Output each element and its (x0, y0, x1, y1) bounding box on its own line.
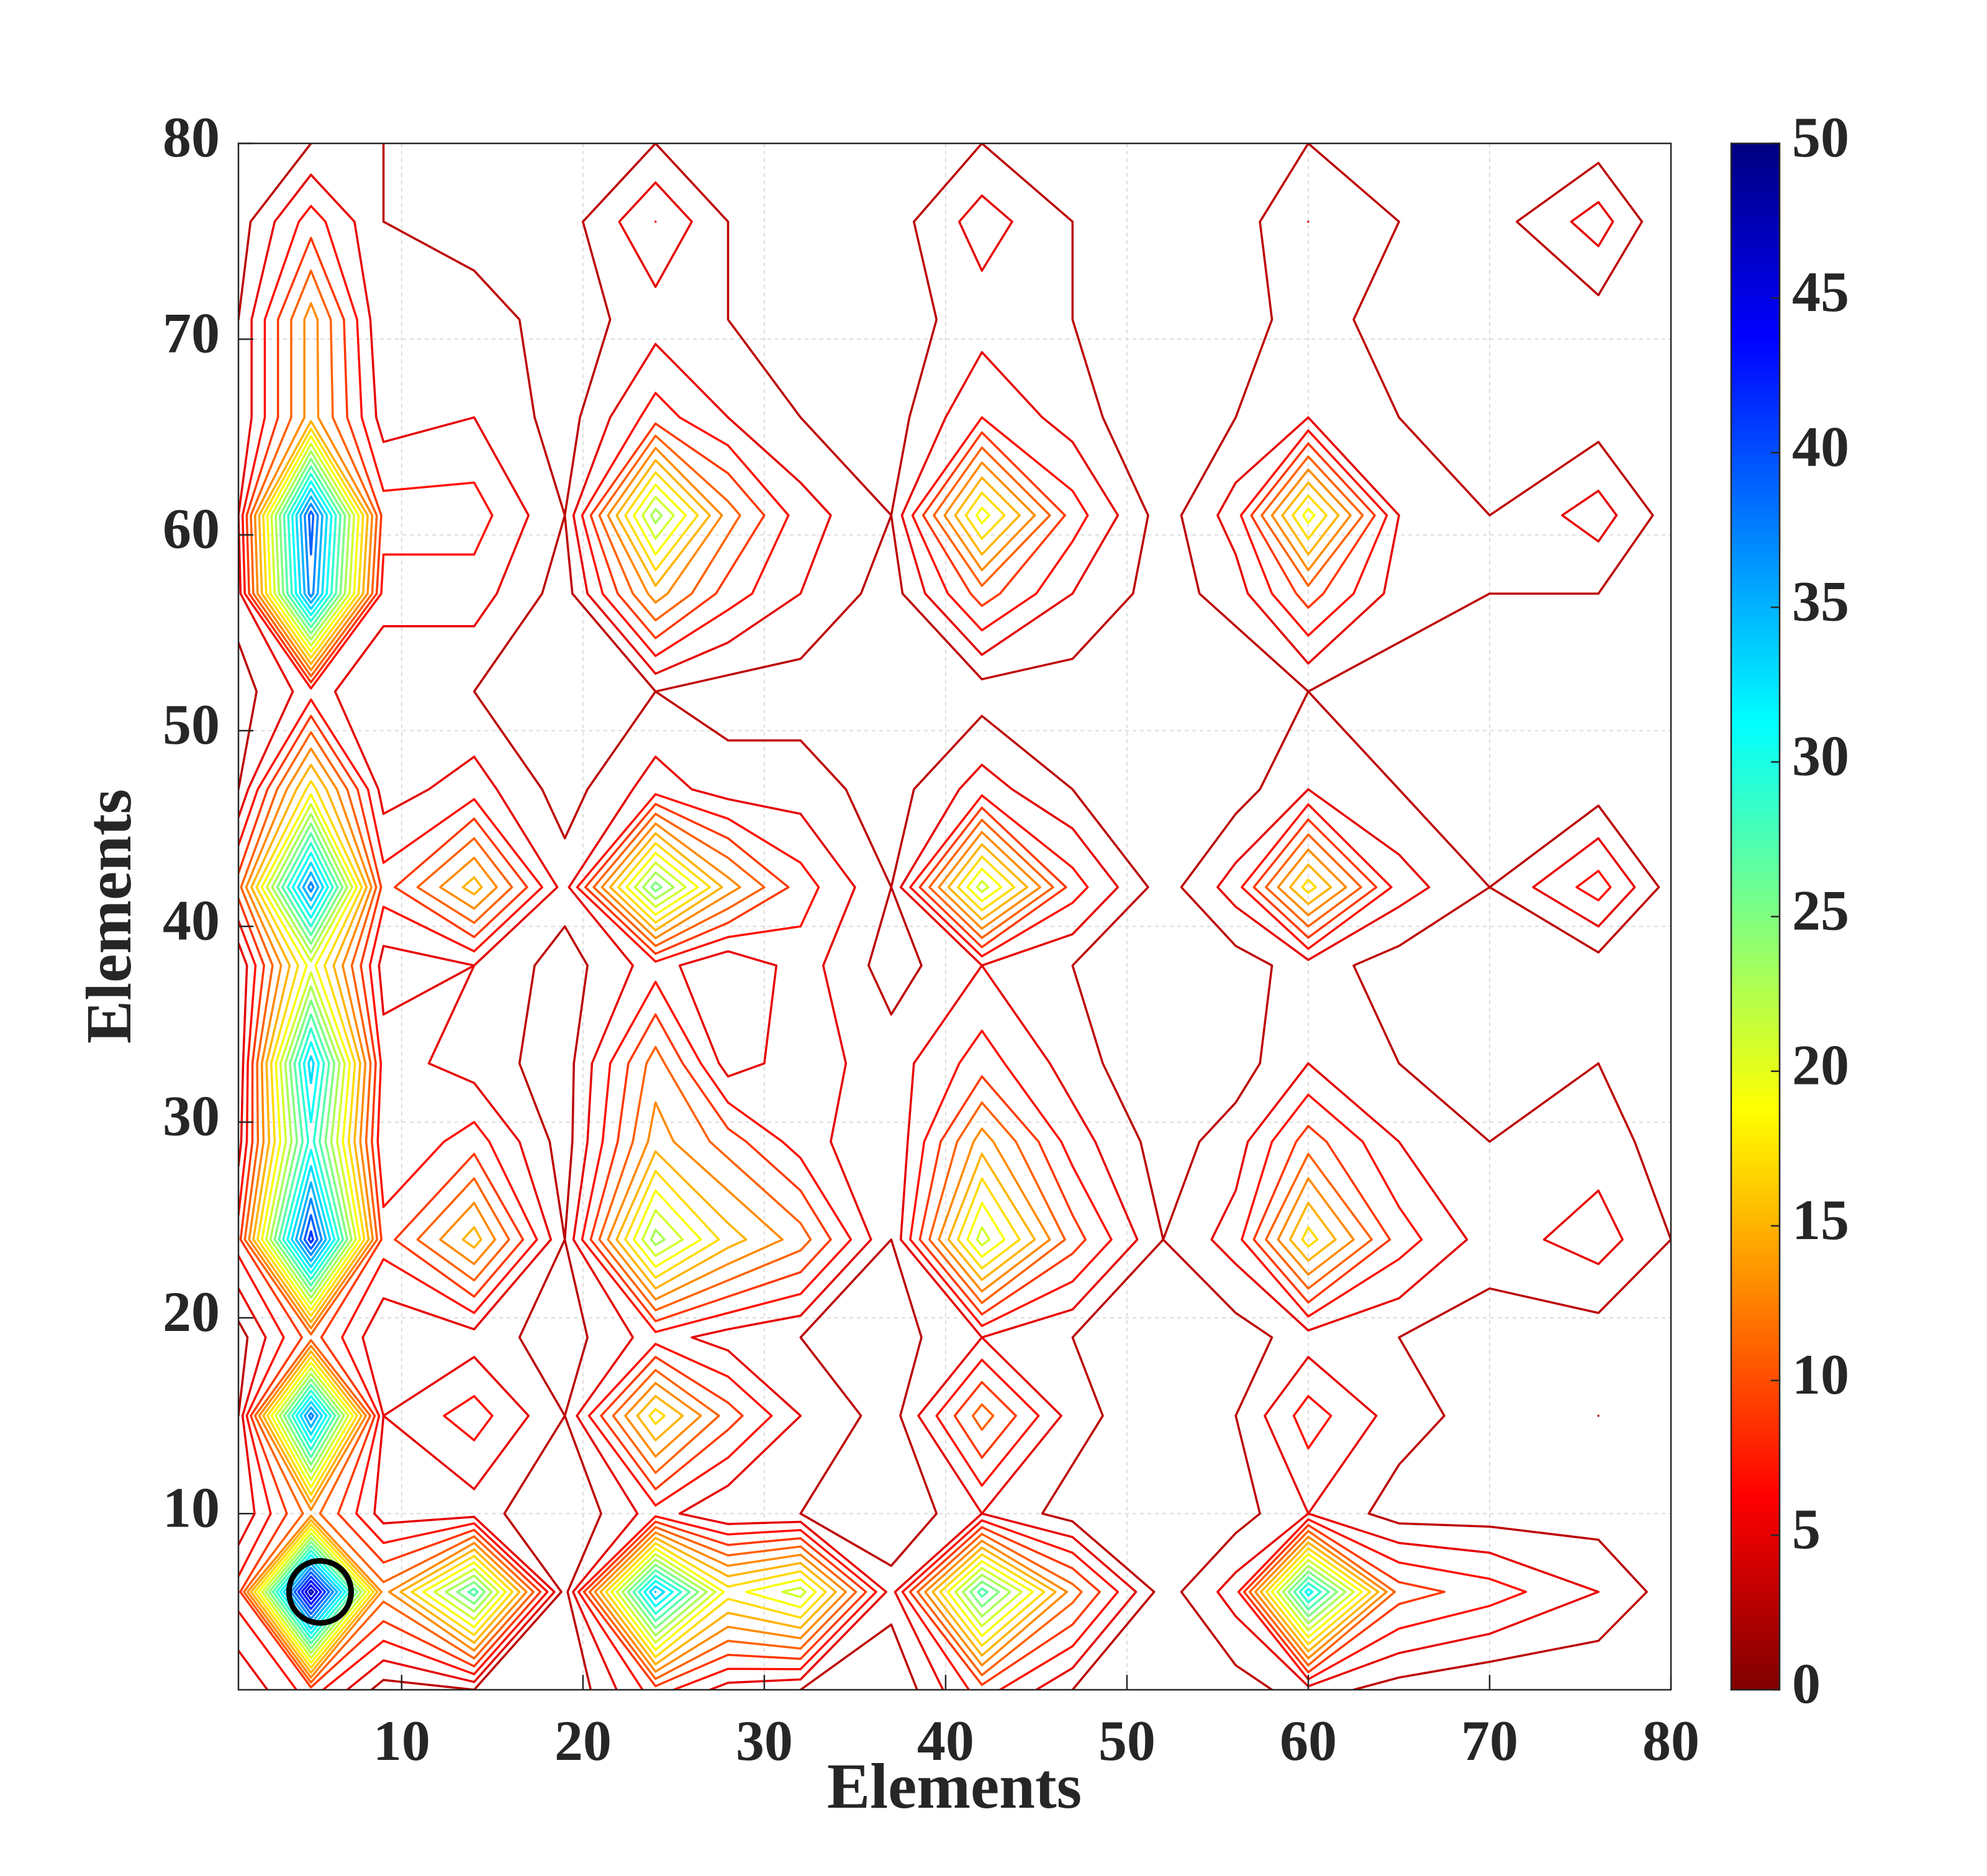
contour-line (275, 472, 1322, 1639)
x-tick-label: 20 (554, 1709, 612, 1772)
y-tick-label: 40 (163, 888, 220, 952)
contour-line (238, 143, 1671, 1690)
contour-line (271, 465, 1330, 1644)
colorbar-tick-label: 20 (1792, 1034, 1849, 1097)
x-tick-label: 30 (736, 1709, 793, 1772)
y-tick-label: 30 (163, 1085, 220, 1148)
x-tick-label: 40 (917, 1709, 974, 1772)
contour-line (253, 427, 1372, 1669)
plot-frame (237, 142, 1672, 1691)
x-tick-label: 80 (1642, 1709, 1700, 1772)
contour-line (250, 420, 1380, 1674)
colorbar-tick-label: 0 (1792, 1652, 1821, 1715)
contour-line (279, 480, 1314, 1635)
x-tick-label: 10 (373, 1709, 430, 1772)
highlight-marker (286, 1558, 354, 1626)
colorbar-tick-label: 10 (1792, 1343, 1849, 1406)
contour-line (238, 205, 1612, 1690)
colorbar-tick-label: 5 (1792, 1497, 1821, 1561)
colorbar-tick-label: 35 (1792, 569, 1849, 633)
colorbar-tick-label: 50 (1792, 106, 1849, 169)
contour-lines (238, 143, 1671, 1690)
contour-line (238, 173, 1636, 1690)
contour-line (265, 450, 1347, 1654)
colorbar-tick-label: 40 (1792, 415, 1849, 478)
contour-line (304, 1584, 319, 1600)
contour-line (261, 443, 1355, 1659)
contour-line (268, 458, 1339, 1649)
contour-line (257, 435, 1363, 1664)
colorbar-tick-label: 45 (1792, 260, 1849, 323)
x-tick-label: 50 (1098, 1709, 1156, 1772)
y-tick-label: 10 (163, 1476, 220, 1539)
y-axis-label: Elements (73, 789, 145, 1044)
contour-line (308, 1589, 314, 1596)
contour-line (286, 495, 657, 1625)
contour-line (238, 237, 1446, 1689)
contour-line (297, 1230, 327, 1610)
contour-line (293, 510, 330, 1615)
contour-line (240, 269, 1396, 1684)
colorbar-tick-label: 25 (1792, 879, 1849, 942)
x-tick-label: 60 (1280, 1709, 1337, 1772)
y-tick-label: 70 (163, 301, 220, 364)
y-tick-label: 50 (163, 693, 220, 756)
contour-line (245, 302, 1388, 1679)
x-axis-label: Elements (827, 1751, 1082, 1822)
y-tick-label: 60 (163, 497, 220, 561)
y-tick-label: 80 (163, 106, 220, 169)
colorbar-tick-label: 30 (1792, 724, 1849, 788)
y-tick-label: 20 (163, 1280, 220, 1343)
colorbar-tick-label: 15 (1792, 1188, 1849, 1251)
x-tick-label: 70 (1461, 1709, 1518, 1772)
contour-line (301, 1580, 322, 1605)
contour-line (289, 503, 335, 1620)
